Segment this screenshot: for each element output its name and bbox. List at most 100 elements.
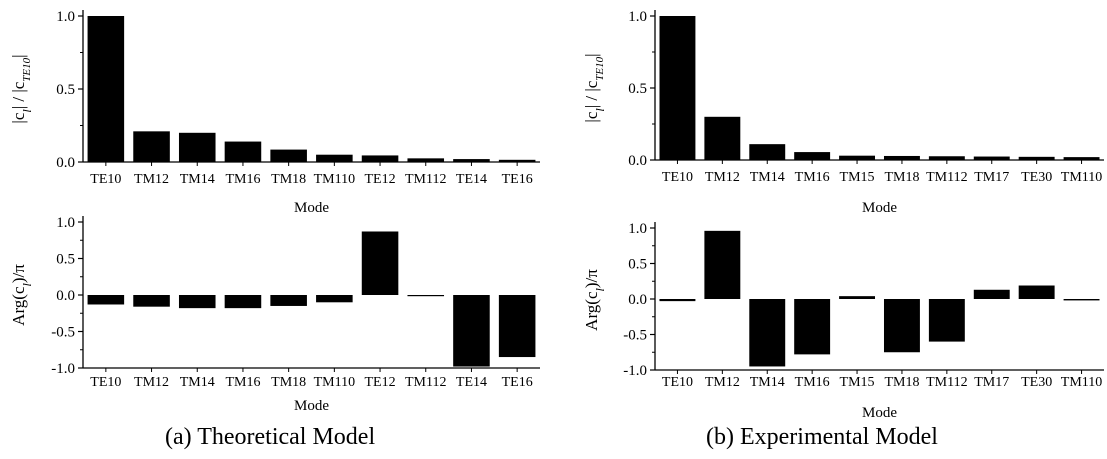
bar [973, 156, 1010, 160]
x-tick-label: TE14 [456, 172, 487, 187]
x-tick-label: TM12 [705, 375, 740, 390]
y-tick-label: 0.0 [628, 292, 647, 308]
y-axis-label: |cl| / |cTE10| [9, 54, 34, 123]
x-tick-label: TE16 [502, 375, 533, 390]
caption-theoretical-model: (a) Theoretical Model [165, 424, 376, 450]
x-tick-label: TM17 [974, 170, 1009, 185]
x-axis-label: Mode [862, 200, 897, 216]
bar [178, 132, 216, 162]
bar [659, 16, 696, 160]
bar [87, 295, 125, 305]
x-tick-label: TM112 [405, 375, 446, 390]
x-tick-label: TE10 [662, 170, 693, 185]
bar [453, 159, 490, 162]
y-tick-label: -0.5 [623, 328, 647, 344]
bar [883, 299, 920, 353]
x-tick-label: TM16 [225, 172, 260, 187]
y-tick-label: 0.5 [56, 82, 75, 98]
bar [704, 116, 741, 160]
y-tick-label: 1.0 [628, 221, 647, 237]
y-axis-label: Arg(cl)/π [9, 264, 34, 326]
bar [133, 131, 170, 162]
x-tick-label: TE30 [1021, 375, 1052, 390]
x-tick-label: TM12 [705, 170, 740, 185]
x-tick-label: TM18 [271, 172, 306, 187]
bar [178, 295, 216, 309]
bar [928, 299, 965, 342]
bar [361, 231, 399, 295]
bar [498, 295, 536, 358]
bar [839, 296, 876, 299]
y-tick-label: 1.0 [56, 215, 75, 231]
y-tick-label: 0.0 [56, 288, 75, 304]
x-tick-label: TM110 [314, 375, 355, 390]
x-tick-label: TM14 [180, 375, 215, 390]
panel-b-phase: 1.0 0.5 0.0 -0.5 -1.0 TE10 TM12 TM14 TM16 TM15 TM1… [582, 221, 1104, 420]
x-tick-label: TM14 [750, 170, 785, 185]
x-tick-label: TM12 [134, 172, 169, 187]
x-tick-label: TE12 [364, 172, 395, 187]
x-tick-label: TM18 [884, 375, 919, 390]
bar [1063, 157, 1100, 160]
x-tick-label: TM14 [750, 375, 785, 390]
y-tick-label: 0.5 [628, 81, 647, 97]
bar [361, 155, 399, 162]
bar [839, 155, 876, 160]
x-tick-label: TM16 [225, 375, 260, 390]
x-axis-label: Mode [862, 405, 897, 420]
x-axis-label: Mode [294, 200, 329, 216]
x-tick-label: TM15 [840, 375, 875, 390]
y-tick-label: -0.5 [51, 325, 75, 341]
x-tick-label: TM18 [884, 170, 919, 185]
bar [1063, 299, 1100, 301]
bar [973, 289, 1010, 299]
x-tick-label: TM18 [271, 375, 306, 390]
bar [1018, 285, 1055, 299]
bar [659, 299, 696, 302]
y-tick-label: -1.0 [623, 363, 647, 379]
bar [87, 16, 125, 162]
bar [704, 230, 741, 299]
y-tick-label: -1.0 [51, 361, 75, 377]
x-tick-label: TM16 [795, 375, 830, 390]
bar [928, 156, 965, 160]
y-tick-label: 1.0 [56, 9, 75, 25]
x-tick-label: TE10 [90, 172, 121, 187]
x-tick-label: TE14 [456, 375, 487, 390]
bar [498, 159, 536, 162]
x-tick-label: TM110 [1061, 375, 1102, 390]
x-tick-label: TE30 [1021, 170, 1052, 185]
bar [224, 295, 262, 309]
bar [794, 152, 831, 160]
x-tick-label: TE10 [90, 375, 121, 390]
bar [453, 295, 490, 367]
bar [270, 149, 307, 162]
bar [407, 295, 445, 297]
bar [1018, 156, 1055, 160]
x-tick-label: TM110 [314, 172, 355, 187]
y-axis-label: |cl| / |cTE10| [582, 53, 607, 122]
x-tick-label: TM17 [974, 375, 1009, 390]
x-tick-label: TE16 [502, 172, 533, 187]
x-tick-label: TM14 [180, 172, 215, 187]
bar [407, 158, 445, 162]
x-tick-label: TM110 [1061, 170, 1102, 185]
bar [133, 295, 170, 307]
x-tick-label: TM112 [405, 172, 446, 187]
caption-experimental-model: (b) Experimental Model [706, 424, 938, 450]
panel-b-magnitude: 0.0 0.5 1.0 TE10 TM12 TM14 TM16 TM15 TM18 TM112 TM… [582, 9, 1104, 216]
bar [316, 295, 353, 303]
bar [270, 295, 307, 306]
figure: 0.0 0.5 1.0 TE10 TM12 TM14 TM16 TM18 TM110 TE12 TM… [9, 9, 1104, 420]
y-tick-label: 1.0 [628, 9, 647, 25]
bar [883, 155, 920, 160]
x-tick-label: TM16 [795, 170, 830, 185]
x-tick-label: TM12 [134, 375, 169, 390]
bar [316, 154, 353, 162]
y-axis-label: Arg(cl)/π [582, 269, 607, 331]
y-tick-label: 0.5 [56, 252, 75, 268]
x-axis-label: Mode [294, 398, 329, 414]
bar [749, 144, 786, 160]
y-tick-label: 0.0 [56, 155, 75, 171]
panel-a-phase: 1.0 0.5 0.0 -0.5 -1.0 TE10 TM12 TM14 TM16 TM18 TM1… [9, 215, 540, 414]
